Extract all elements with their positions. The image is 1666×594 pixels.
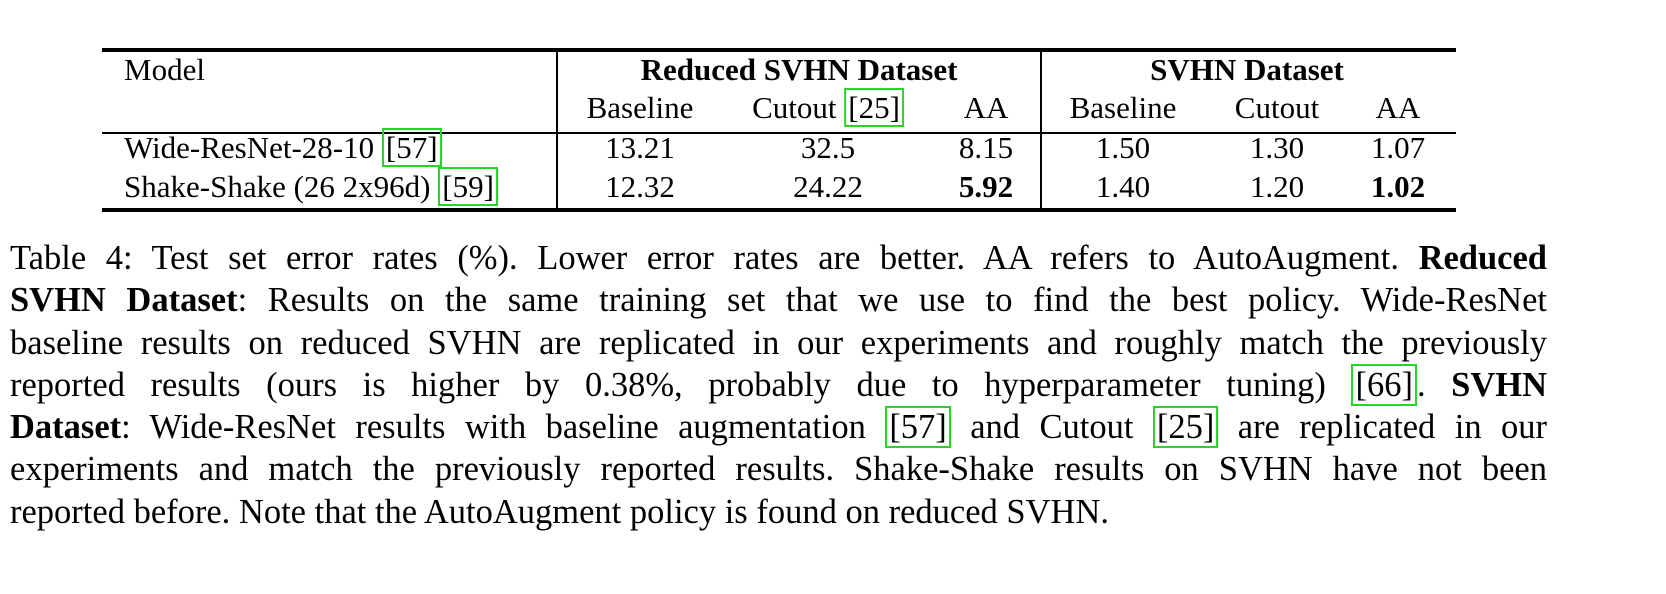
header-svhn: SVHN Dataset <box>1150 52 1344 87</box>
caption-line: reported results (ours is higher by 0.38… <box>10 363 1548 406</box>
header-full-baseline: Baseline <box>1069 90 1177 125</box>
table-mid-rule <box>102 132 1456 134</box>
header-full-aa: AA <box>1375 90 1421 125</box>
header-full-cutout: Cutout <box>1234 90 1320 125</box>
caption-line: Table 4: Test set error rates (%). Lower… <box>10 239 1547 277</box>
table-cell: 32.5 <box>800 130 856 165</box>
table-cell: 8.15 <box>958 130 1014 165</box>
citation-link[interactable]: [25] <box>844 88 904 127</box>
table-cell: 1.20 <box>1249 169 1305 204</box>
table-bottom-rule <box>102 208 1456 212</box>
table-caption: Table 4: Test set error rates (%). Lower… <box>10 237 1547 533</box>
citation-link[interactable]: [59] <box>438 167 498 206</box>
table-cell: 13.21 <box>605 130 675 165</box>
table-top-rule <box>102 48 1456 52</box>
header-model: Model <box>124 52 205 87</box>
column-divider <box>1040 50 1042 210</box>
results-table: Model Reduced SVHN Dataset SVHN Dataset … <box>102 48 1456 212</box>
citation-link[interactable]: [66] <box>1351 363 1417 406</box>
header-reduced-svhn: Reduced SVHN Dataset <box>640 52 958 87</box>
table-cell: 24.22 <box>793 169 863 204</box>
citation-link[interactable]: [57] <box>885 406 951 449</box>
caption-line: Dataset: Wide-ResNet results with baseli… <box>10 406 1547 449</box>
caption-line: SVHN Dataset: Results on the same traini… <box>10 281 1547 320</box>
citation-link[interactable]: [57] <box>381 128 442 167</box>
table-row-model: Shake-Shake (26 2x96d) [59] <box>124 167 498 206</box>
table-cell: 1.50 <box>1095 130 1151 165</box>
table-row-model: Wide-ResNet-28-10 [57] <box>124 128 442 167</box>
caption-line: experiments and match the previously rep… <box>10 450 1547 489</box>
header-reduced-baseline: Baseline <box>586 90 694 125</box>
table-cell-best: 1.02 <box>1370 169 1426 204</box>
citation-link[interactable]: [25] <box>1152 406 1219 449</box>
table-cell-best: 5.92 <box>958 169 1014 204</box>
table-cell: 1.40 <box>1095 169 1151 204</box>
table-cell: 1.07 <box>1370 130 1426 165</box>
column-divider <box>556 50 558 210</box>
header-reduced-aa: AA <box>963 90 1009 125</box>
table-cell: 1.30 <box>1249 130 1305 165</box>
header-reduced-cutout: Cutout [25] <box>752 88 904 127</box>
caption-line: reported before. Note that the AutoAugme… <box>10 492 1109 531</box>
caption-line: baseline results on reduced SVHN are rep… <box>10 323 1547 362</box>
table-cell: 12.32 <box>605 169 675 204</box>
